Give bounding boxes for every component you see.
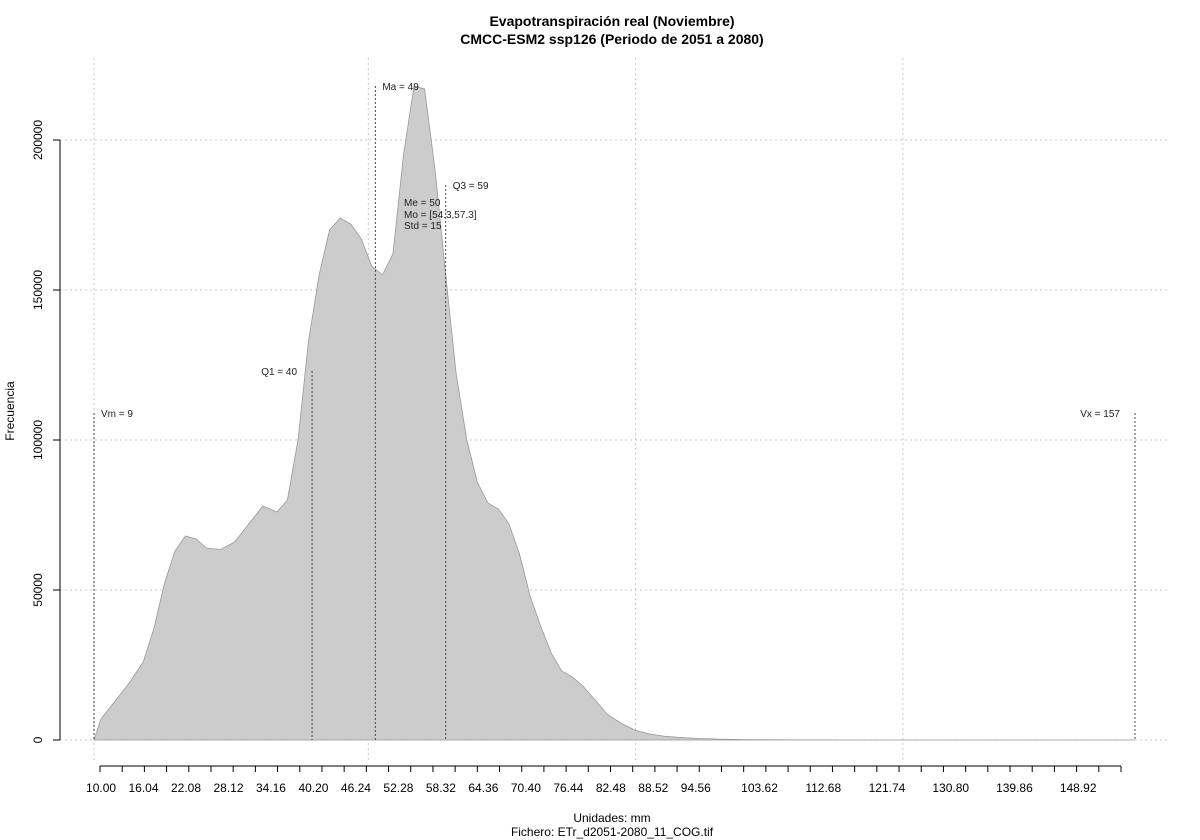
x-tick-label: 28.12 <box>213 781 243 795</box>
footer-filename: Fichero: ETr_d2051-2080_11_COG.tif <box>511 825 714 839</box>
x-tick-label: 103.62 <box>741 781 778 795</box>
marker-label: Vx = 157 <box>1080 409 1120 420</box>
x-tick-label: 82.48 <box>596 781 626 795</box>
x-tick-label: 34.16 <box>256 781 286 795</box>
marker-label: Q3 = 59 <box>453 181 489 192</box>
chart-title: Evapotranspiración real (Noviembre) <box>489 13 734 29</box>
x-tick-label: 148.92 <box>1060 781 1097 795</box>
x-axis: 10.00 16.04 22.08 28.12 34.16 40.20 46.24 52.28… <box>86 765 1122 795</box>
x-tick-label: 88.52 <box>638 781 668 795</box>
x-tick-label: 76.44 <box>553 781 583 795</box>
stat-mode: Mo = [54.3,57.3] <box>404 210 477 221</box>
x-tick-label: 130.80 <box>932 781 969 795</box>
x-tick-label: 121.74 <box>869 781 906 795</box>
y-axis: 0 50000 100000 150000 200000 <box>31 120 61 743</box>
x-tick-label: 10.00 <box>86 781 116 795</box>
marker-label: Q1 = 40 <box>261 367 297 378</box>
x-tick-label: 64.36 <box>468 781 498 795</box>
y-tick-label: 0 <box>31 736 45 743</box>
x-tick-label: 40.20 <box>298 781 328 795</box>
stats-block: Me = 50 Mo = [54.3,57.3] Std = 15 <box>404 198 477 232</box>
x-tick-label: 112.68 <box>805 781 841 795</box>
y-tick-label: 100000 <box>31 420 45 460</box>
chart-subtitle: CMCC-ESM2 ssp126 (Periodo de 2051 a 2080… <box>460 31 763 47</box>
stat-median: Me = 50 <box>404 198 441 209</box>
density-area <box>93 85 1135 741</box>
stat-std: Std = 15 <box>404 221 442 232</box>
x-tick-label: 139.86 <box>996 781 1033 795</box>
y-tick-label: 50000 <box>31 573 45 607</box>
y-tick-label: 150000 <box>31 270 45 310</box>
marker-layer: Vm = 9 Q1 = 40 Ma = 49 Q3 = 59 Vx = 157 <box>93 82 1136 740</box>
y-axis-label: Frecuencia <box>3 381 17 441</box>
x-tick-label: 52.28 <box>383 781 413 795</box>
x-axis-label: Unidades: mm <box>573 811 650 825</box>
x-tick-label: 58.32 <box>426 781 456 795</box>
marker-label: Ma = 49 <box>382 82 419 93</box>
x-tick-label: 46.24 <box>341 781 371 795</box>
y-tick-label: 200000 <box>31 120 45 160</box>
marker-label: Vm = 9 <box>101 409 133 420</box>
x-tick-label: 94.56 <box>681 781 711 795</box>
x-tick-label: 22.08 <box>171 781 201 795</box>
x-tick-label: 70.40 <box>511 781 541 795</box>
x-tick-label: 16.04 <box>129 781 159 795</box>
